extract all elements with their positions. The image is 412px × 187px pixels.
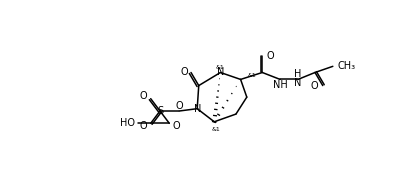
Text: N: N	[294, 78, 302, 88]
Text: O: O	[176, 101, 183, 111]
Text: O: O	[311, 81, 318, 91]
Text: N: N	[194, 104, 201, 114]
Text: CH₃: CH₃	[337, 61, 356, 71]
Text: HO: HO	[120, 118, 135, 128]
Text: NH: NH	[273, 80, 288, 90]
Text: &1: &1	[211, 127, 220, 132]
Text: &1: &1	[248, 73, 256, 78]
Text: O: O	[172, 121, 180, 131]
Text: O: O	[267, 51, 274, 61]
Text: O: O	[180, 68, 188, 77]
Text: H: H	[294, 69, 302, 79]
Text: &1: &1	[216, 65, 225, 70]
Text: O: O	[139, 91, 147, 101]
Text: N: N	[217, 68, 224, 77]
Text: S: S	[157, 106, 163, 116]
Text: O: O	[139, 121, 147, 131]
